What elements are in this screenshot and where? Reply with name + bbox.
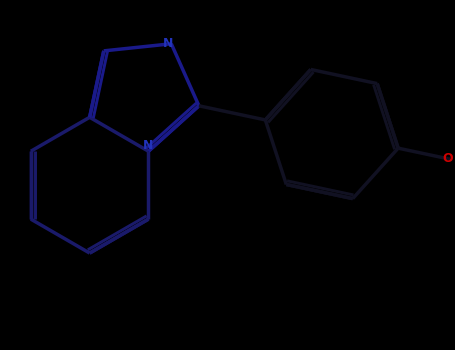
Text: N: N: [163, 37, 173, 50]
Text: O: O: [443, 152, 453, 165]
Text: N: N: [143, 139, 154, 152]
